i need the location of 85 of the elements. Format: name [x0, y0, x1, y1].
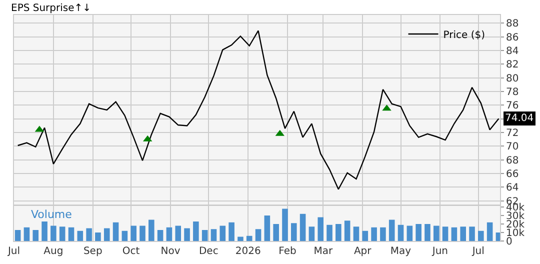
- x-tick-label: 2026: [235, 246, 261, 257]
- annotation: 74.04: [505, 113, 534, 124]
- y-tick-label: 84: [506, 46, 519, 58]
- bar: [451, 227, 458, 241]
- chart-title: Volume: [31, 208, 72, 221]
- bar: [184, 228, 190, 241]
- bar: [469, 226, 475, 241]
- bar: [424, 224, 430, 241]
- y-tick-label: 70: [506, 142, 519, 153]
- bar: [398, 224, 404, 241]
- line-series: [17, 30, 500, 190]
- bar: [166, 227, 172, 241]
- bar: [122, 230, 128, 241]
- bar: [442, 226, 448, 241]
- bar: [220, 226, 226, 241]
- bar: [238, 236, 244, 241]
- y-tick-label: 76: [506, 100, 519, 112]
- bar: [433, 226, 440, 241]
- bar: [148, 220, 154, 241]
- bar: [104, 228, 110, 241]
- x-tick-label: Jul: [471, 246, 484, 257]
- bar: [157, 230, 164, 241]
- y-tick-label: 0: [506, 236, 512, 248]
- bar: [130, 226, 136, 241]
- bar: [291, 223, 297, 241]
- bar: [416, 224, 422, 241]
- bar: [282, 208, 288, 241]
- chart-title: EPS Surprise↑↓: [11, 3, 92, 14]
- bar: [362, 230, 368, 241]
- y-tick-label: 68: [506, 155, 519, 166]
- y-tick-label: 86: [506, 32, 519, 44]
- bar: [59, 226, 66, 241]
- bar: [246, 236, 252, 241]
- bar: [344, 220, 350, 241]
- x-tick-label: Jun: [431, 246, 448, 257]
- bar: [228, 222, 234, 241]
- bar: [175, 226, 182, 241]
- bar: [140, 226, 146, 241]
- bar: [210, 229, 217, 241]
- bar: [68, 227, 74, 241]
- x-tick-label: Oct: [122, 246, 140, 257]
- bar: [486, 222, 493, 241]
- y-tick-label: 78: [506, 87, 519, 98]
- bar: [308, 226, 315, 241]
- bar: [318, 217, 324, 241]
- x-tick-label: Jul: [6, 246, 20, 257]
- bar: [32, 230, 39, 241]
- x-tick-label: Apr: [354, 246, 372, 257]
- bar: [380, 227, 386, 241]
- bar: [460, 226, 466, 241]
- bar: [406, 226, 413, 241]
- bar: [24, 227, 30, 241]
- y-tick-label: 88: [506, 18, 519, 30]
- bar: [326, 224, 332, 241]
- x-tick-label: Aug: [44, 246, 64, 257]
- x-tick-label: Sep: [83, 246, 102, 257]
- bar: [255, 229, 262, 241]
- x-tick-label: Nov: [160, 246, 180, 257]
- bar: [86, 228, 92, 241]
- bar: [95, 232, 101, 241]
- bar: [77, 230, 84, 241]
- y-tick-label: 82: [506, 60, 519, 71]
- y-tick-label: 80: [506, 73, 519, 84]
- bar: [50, 226, 56, 241]
- bar: [112, 222, 119, 241]
- bar: [336, 224, 342, 241]
- bar: [42, 221, 48, 241]
- x-tick-label: Feb: [278, 246, 296, 257]
- bar: [264, 216, 270, 241]
- x-tick-label: Mar: [314, 246, 334, 257]
- y-tick-label: 64: [506, 182, 519, 194]
- x-tick-label: May: [390, 246, 412, 257]
- bar: [202, 230, 208, 241]
- bar: [353, 226, 360, 241]
- bar: [14, 230, 21, 241]
- bar: [193, 221, 199, 241]
- bar: [273, 224, 279, 241]
- x-tick-label: Dec: [198, 246, 218, 257]
- y-tick-label: 72: [506, 128, 519, 140]
- y-tick-label: 66: [506, 169, 519, 180]
- bar: [388, 220, 395, 241]
- legend-label: Price ($): [443, 30, 486, 41]
- bar: [478, 230, 484, 241]
- bar: [371, 227, 377, 241]
- bar: [300, 214, 306, 241]
